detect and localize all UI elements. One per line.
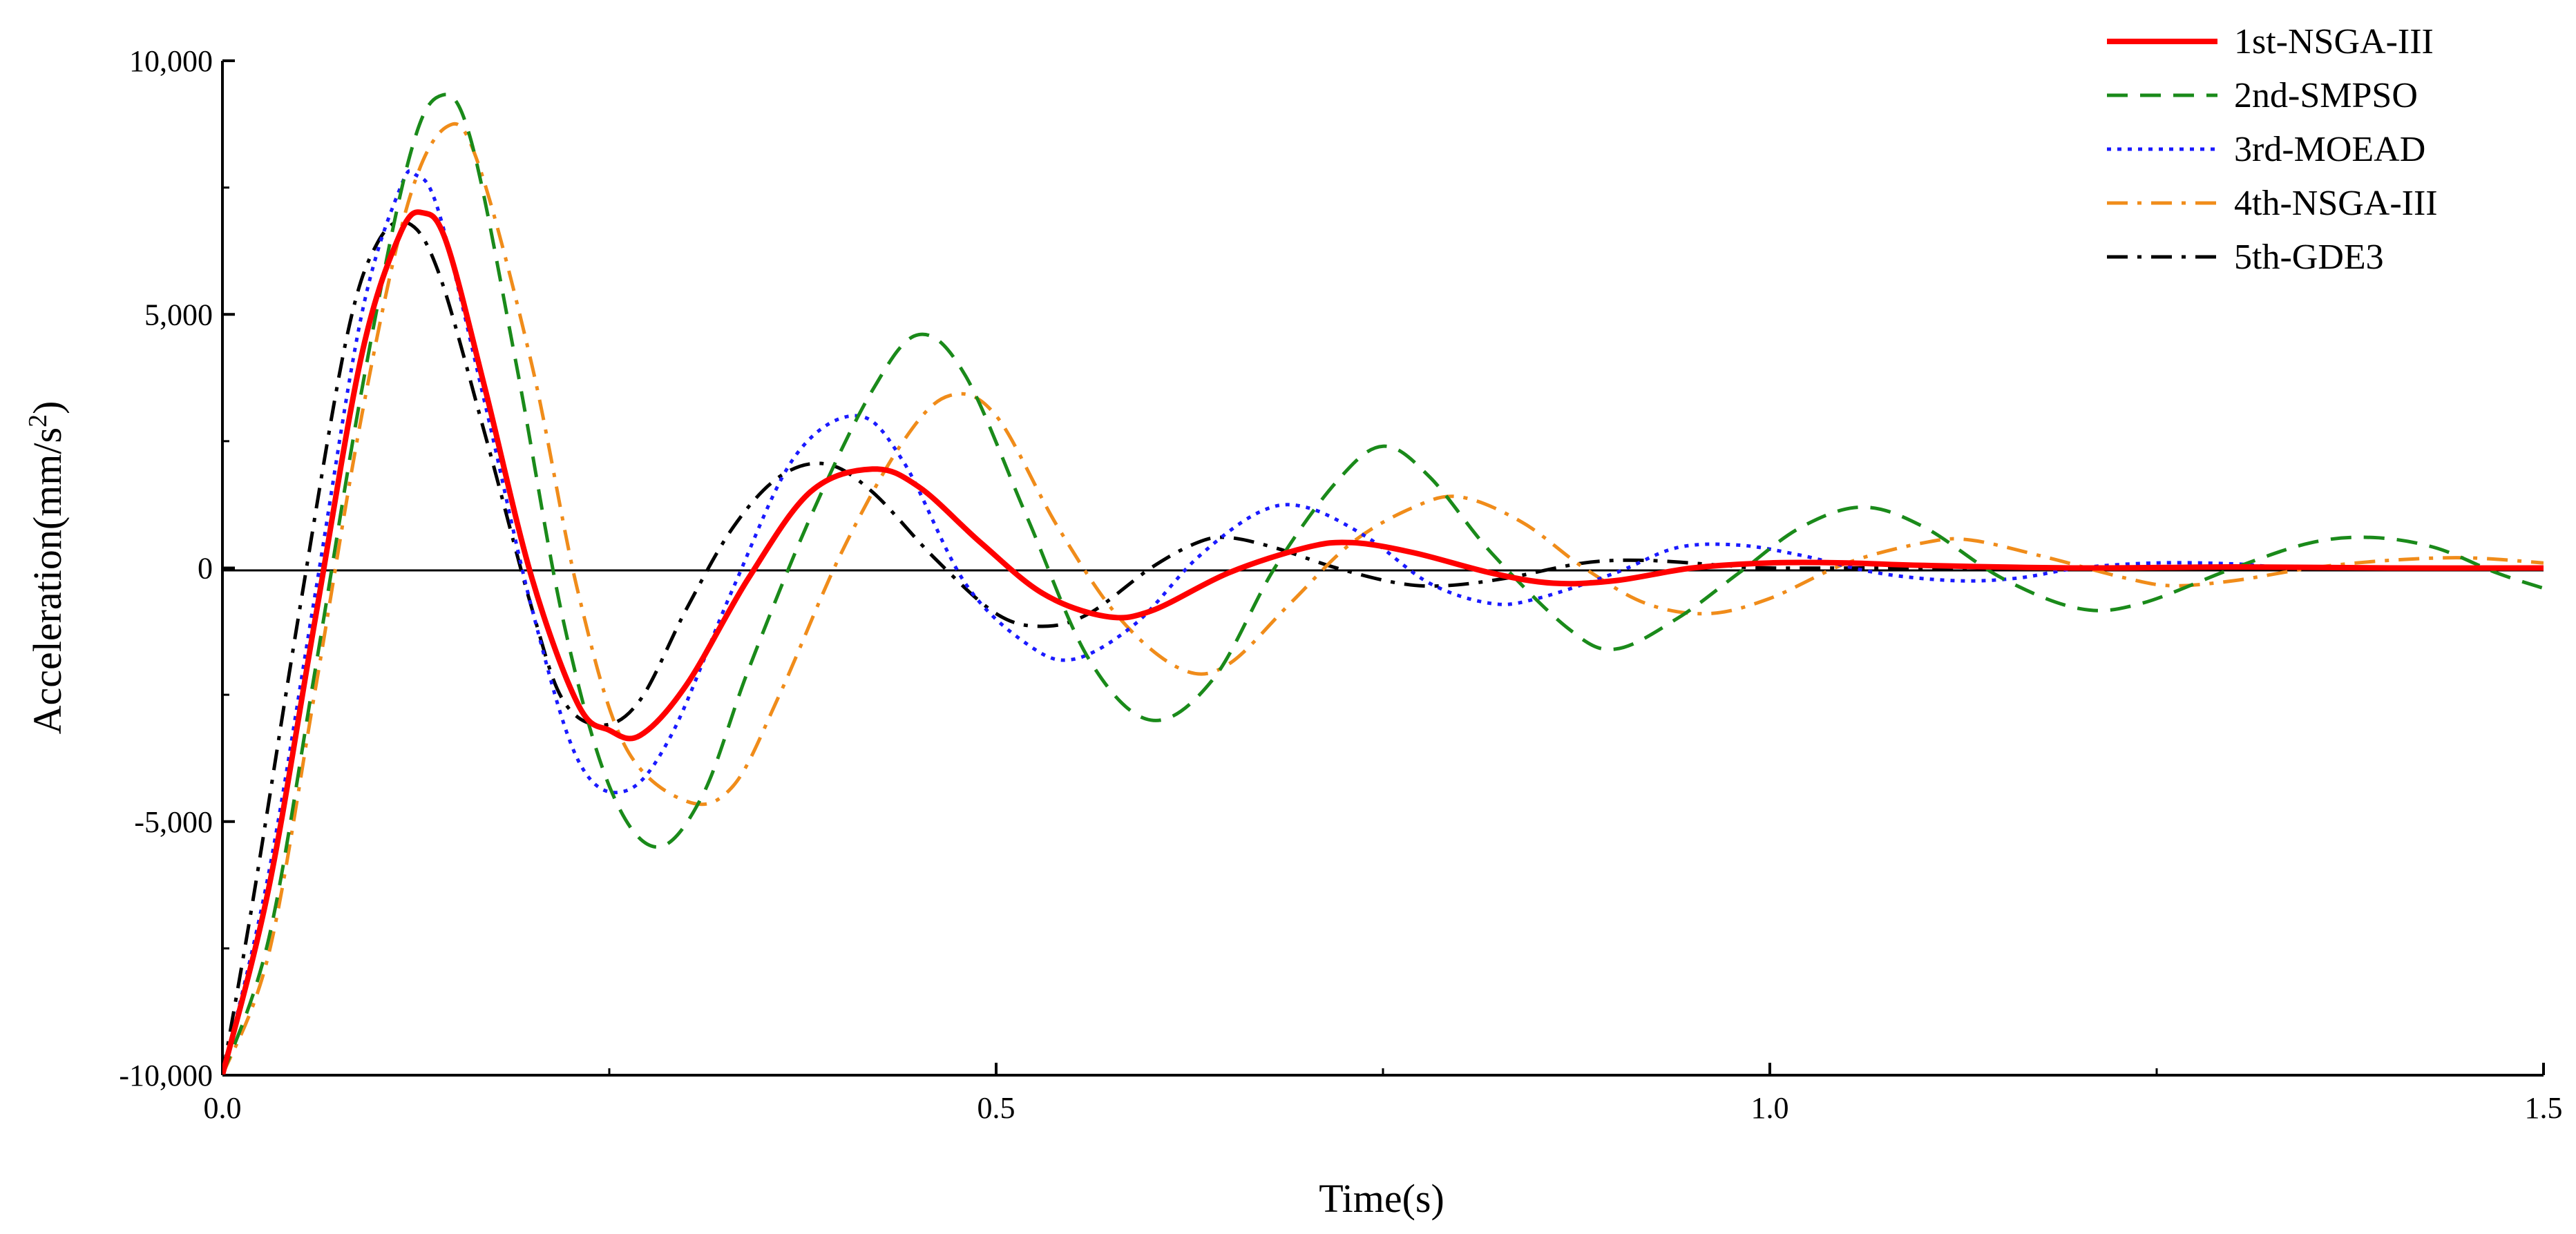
legend-label: 1st-NSGA-III bbox=[2234, 22, 2434, 61]
y-axis-title-close: ) bbox=[25, 401, 70, 414]
series-line-5th-gde3 bbox=[222, 220, 2544, 1074]
legend-label: 4th-NSGA-III bbox=[2234, 184, 2438, 223]
series-line-3rd-moead bbox=[222, 169, 2544, 1074]
x-axis-title: Time(s) bbox=[1319, 1176, 1444, 1221]
x-tick-label: 1.5 bbox=[2525, 1091, 2563, 1125]
y-tick-label: 5,000 bbox=[144, 298, 213, 331]
legend-label: 3rd-MOEAD bbox=[2234, 130, 2425, 169]
y-tick-label: 10,000 bbox=[129, 44, 213, 78]
series-line-1st-nsga-iii bbox=[222, 209, 2544, 1074]
y-axis-title-main: Acceleration(mm/s bbox=[25, 427, 70, 735]
y-tick-label: -5,000 bbox=[134, 805, 213, 839]
series-line-4th-nsga-iii bbox=[222, 122, 2544, 1074]
legend: 1st-NSGA-III 2nd-SMPSO 3rd-MOEAD 4th-NSGA-I… bbox=[2107, 22, 2438, 277]
y-axis-title: Acceleration(mm/s2) bbox=[23, 401, 70, 735]
legend-label: 5th-GDE3 bbox=[2234, 238, 2384, 277]
legend-label: 2nd-SMPSO bbox=[2234, 76, 2418, 115]
series-line-2nd-smpso bbox=[222, 93, 2544, 1074]
y-axis-title-superscript: 2 bbox=[23, 414, 53, 427]
x-tick-label: 0.5 bbox=[977, 1091, 1015, 1125]
axis-ticks: 0.0 0.5 1.0 1.5 -10,000 -5,000 0 5,000 10,000 bbox=[119, 44, 2562, 1125]
x-tick-label: 1.0 bbox=[1751, 1091, 1789, 1125]
x-tick-label: 0.0 bbox=[204, 1091, 242, 1125]
y-tick-label: -10,000 bbox=[119, 1059, 213, 1092]
y-tick-label: 0 bbox=[198, 552, 213, 586]
series-lines bbox=[222, 93, 2544, 1074]
